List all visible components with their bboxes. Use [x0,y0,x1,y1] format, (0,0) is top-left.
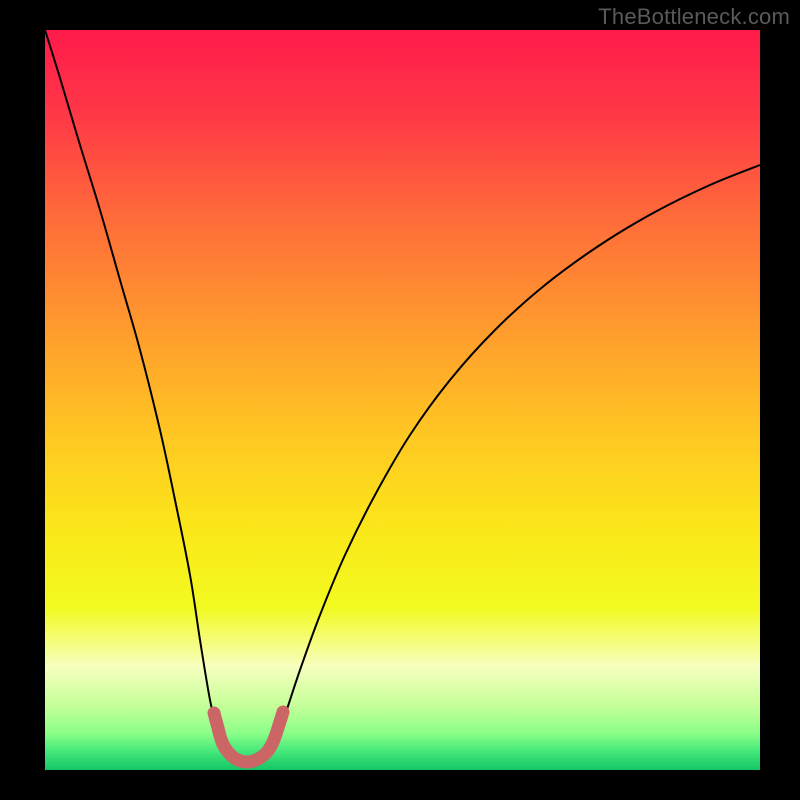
chart-container: TheBottleneck.com [0,0,800,800]
chart-svg [0,0,800,800]
watermark-text: TheBottleneck.com [598,4,790,30]
